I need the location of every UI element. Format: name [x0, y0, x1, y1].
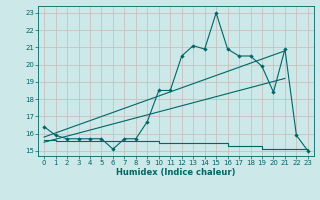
X-axis label: Humidex (Indice chaleur): Humidex (Indice chaleur) [116, 168, 236, 177]
